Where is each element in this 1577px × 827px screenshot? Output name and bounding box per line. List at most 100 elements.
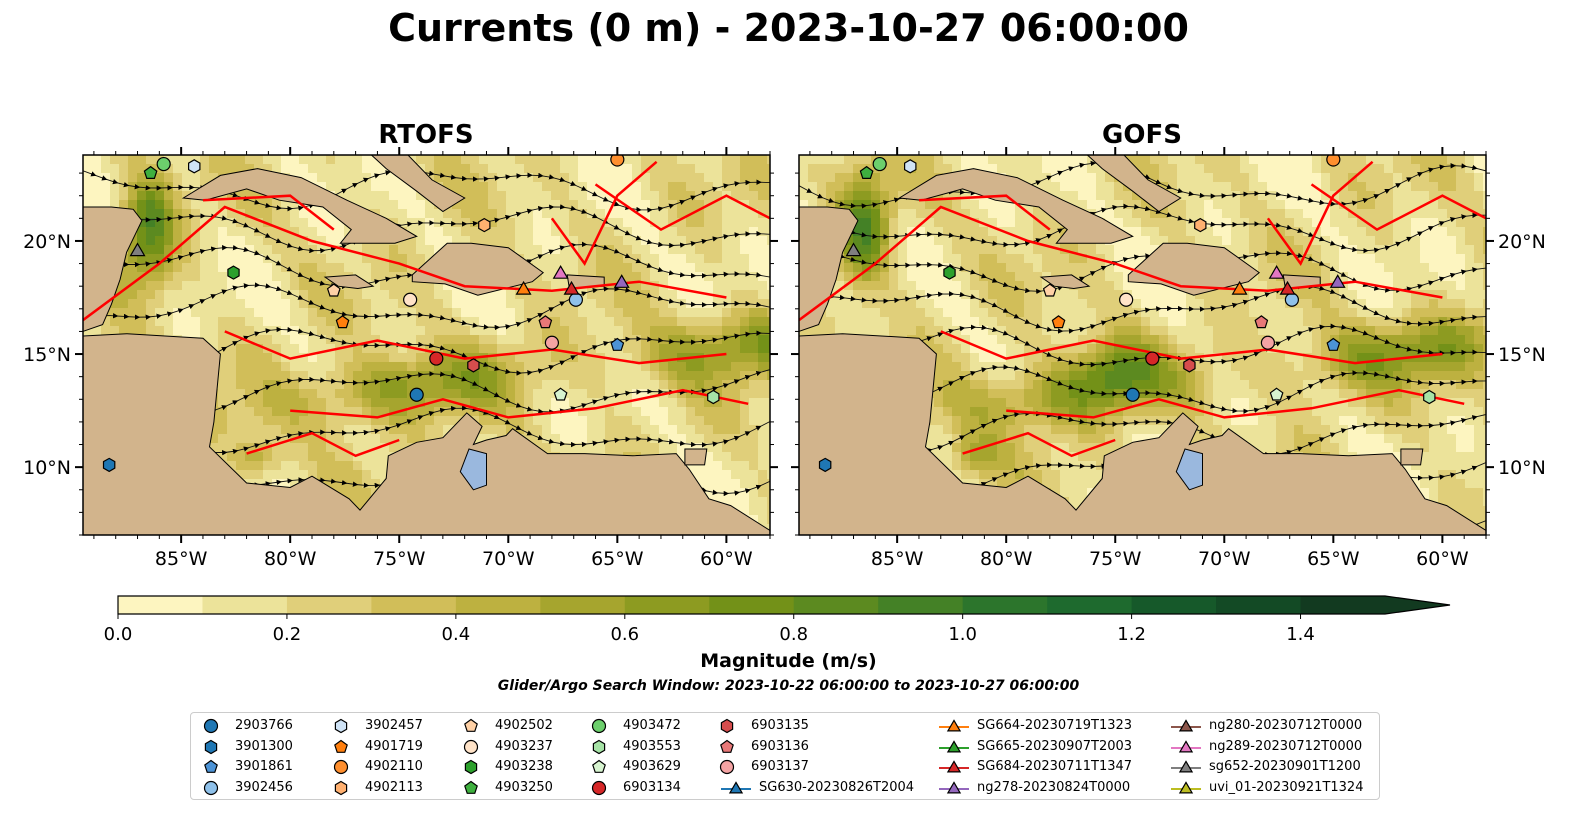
legend-glider-symbol — [946, 780, 962, 793]
map-frame — [82, 154, 771, 536]
colorbar-segment — [962, 596, 1048, 614]
argo-float-marker — [1051, 315, 1066, 329]
legend-marker-icon — [204, 739, 218, 754]
colorbar-segment — [371, 596, 457, 614]
glider-marker — [129, 242, 146, 257]
legend-marker-icon — [939, 739, 969, 752]
legend-label: 3901300 — [235, 738, 293, 754]
argo-float-marker — [1119, 292, 1134, 307]
argo-float-marker — [335, 315, 350, 329]
land-area — [83, 333, 770, 535]
argo-float-marker — [553, 387, 568, 401]
lon-tick-label: 75°W — [1089, 548, 1142, 570]
argo-float-marker — [478, 217, 491, 233]
legend-marker-icon — [334, 718, 348, 734]
eddy-boundary-line — [1006, 388, 1465, 419]
legend-label: 6903137 — [751, 759, 809, 774]
legend-label: 3902456 — [235, 779, 293, 795]
argo-float-marker — [1145, 351, 1160, 366]
legend-float-symbol — [203, 780, 219, 795]
colorbar-segment — [1047, 596, 1133, 614]
argo-float-marker — [1269, 387, 1284, 401]
colorbar-segment — [118, 596, 203, 614]
colorbar-segment — [1300, 596, 1386, 614]
legend-marker-icon — [719, 759, 735, 775]
legend-label: 4903237 — [495, 738, 553, 754]
land-area — [897, 168, 1134, 244]
lake — [1175, 448, 1203, 491]
land-area — [1127, 242, 1261, 296]
land-area — [799, 333, 1486, 535]
map-frame — [798, 154, 1487, 536]
lat-tick-label: 10°N — [1498, 457, 1546, 479]
legend-marker-icon — [939, 719, 969, 732]
legend-label: 6903136 — [751, 738, 809, 754]
legend-label: 2903766 — [235, 718, 293, 733]
colorbar-label: Magnitude (m/s) — [700, 650, 877, 672]
lon-tick-label: 85°W — [871, 548, 924, 570]
colorbar-segment — [624, 596, 710, 614]
legend-label: SG684-20230711T1347 — [977, 759, 1133, 774]
lon-tick-label: 65°W — [1307, 548, 1360, 570]
colorbar-tick-label: 0.8 — [779, 624, 808, 645]
legend-glider-symbol — [1178, 739, 1194, 752]
legend-label: 6903134 — [623, 779, 681, 795]
lat-tick-label: 20°N — [23, 231, 71, 253]
eddy-boundary-line — [940, 330, 1443, 365]
eddy-boundary-line — [224, 330, 727, 365]
legend-marker-icon — [1171, 780, 1201, 793]
land-area — [684, 448, 708, 466]
legend-marker-icon — [1171, 760, 1201, 773]
legend-label: 4903472 — [623, 718, 681, 733]
colorbar-segment — [455, 596, 541, 614]
colorbar-tick-label: 1.2 — [1117, 624, 1146, 645]
legend-float-symbol — [592, 739, 606, 754]
legend-marker-icon — [464, 718, 478, 732]
legend-marker-icon — [1171, 719, 1201, 732]
legend-marker-icon — [204, 759, 218, 773]
legend-marker-icon — [592, 759, 606, 773]
glider-marker — [613, 274, 630, 288]
argo-float-marker — [1194, 217, 1207, 233]
lat-tick-label: 10°N — [23, 457, 71, 479]
glider-marker — [1279, 280, 1296, 295]
search-window-note: Glider/Argo Search Window: 2023-10-22 06… — [497, 678, 1080, 694]
legend-label: 4902113 — [365, 779, 423, 795]
legend-float-symbol — [591, 780, 607, 795]
lon-tick-label: 80°W — [980, 548, 1033, 570]
legend-float-symbol — [719, 759, 735, 775]
legend-glider-symbol — [946, 739, 962, 752]
argo-float-marker — [1423, 389, 1436, 405]
streamline — [83, 282, 770, 331]
legend-label: 6903135 — [751, 718, 809, 733]
eddy-boundary-line — [962, 431, 1116, 458]
argo-float-marker — [1125, 387, 1140, 402]
eddy-boundary-line — [202, 194, 335, 231]
lake — [459, 448, 487, 491]
legend-label: 4903250 — [495, 779, 553, 795]
legend-marker-icon — [939, 780, 969, 793]
colorbar-segment — [202, 596, 288, 614]
legend-label: 4903629 — [623, 759, 681, 774]
argo-float-marker — [610, 337, 625, 351]
eddy-boundary-line — [550, 160, 658, 267]
legend-marker-icon — [592, 739, 606, 754]
argo-float-marker — [544, 335, 560, 350]
legend-label: uvi_01-20230921T1324 — [1209, 779, 1364, 795]
colorbar-segment — [709, 596, 795, 614]
legend-marker-icon — [591, 780, 607, 795]
legend-label: 4902502 — [495, 718, 553, 733]
legend-marker-icon — [334, 739, 348, 753]
legend-float-symbol — [334, 718, 348, 734]
argo-float-marker — [943, 265, 956, 280]
argo-float-marker — [818, 457, 832, 473]
panel-title-rtofs: RTOFS — [378, 120, 474, 150]
legend-float-symbol — [204, 759, 218, 773]
colorbar-tick-label: 0.4 — [442, 624, 471, 645]
map-panel-gofs: 85°W 80°W 75°W 70°W 65°W 60°W 20°N 15°N 10°N — [791, 147, 1546, 570]
legend-marker-icon — [203, 718, 219, 734]
legend-label: 4902110 — [365, 759, 423, 774]
argo-float-marker — [429, 351, 444, 366]
eddy-boundary-line — [918, 194, 1051, 231]
legend-glider-symbol — [728, 780, 744, 793]
